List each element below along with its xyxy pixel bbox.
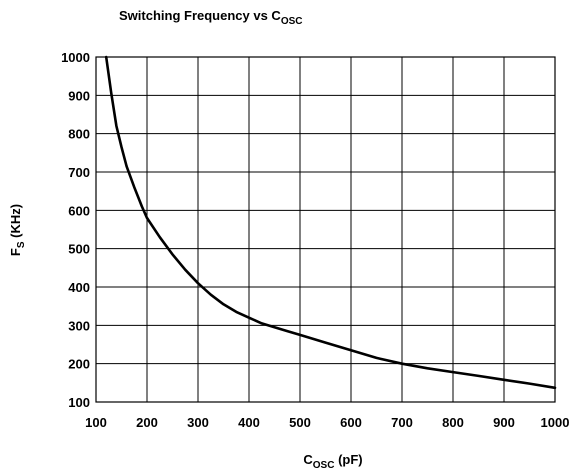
x-tick-label-4: 500 <box>289 415 311 430</box>
series-lines <box>106 57 555 388</box>
y-tick-label-1: 200 <box>68 357 90 372</box>
y-tick-label-8: 900 <box>68 88 90 103</box>
plot-frame <box>96 57 555 402</box>
chart-grid <box>96 57 555 402</box>
y-tick-label-3: 400 <box>68 280 90 295</box>
y-tick-label-4: 500 <box>68 242 90 257</box>
y-axis-label: FS (KHz) <box>8 204 27 256</box>
y-tick-label-5: 600 <box>68 203 90 218</box>
x-tick-label-3: 400 <box>238 415 260 430</box>
y-tick-label-0: 100 <box>68 395 90 410</box>
x-tick-label-0: 100 <box>85 415 107 430</box>
y-tick-labels: 100 200 300 400 500 600 700 800 900 1000 <box>61 50 90 410</box>
chart-title-subscript: OSC <box>281 16 303 27</box>
x-axis-label: COSC (pF) <box>303 452 362 471</box>
chart-title-text: Switching Frequency vs C <box>119 8 281 23</box>
series-line-0 <box>106 57 555 388</box>
x-tick-label-9: 1000 <box>541 415 570 430</box>
x-tick-label-8: 900 <box>493 415 515 430</box>
y-tick-label-7: 800 <box>68 127 90 142</box>
x-tick-label-2: 300 <box>187 415 209 430</box>
y-axis-label-unit: (KHz) <box>8 204 23 242</box>
x-tick-label-6: 700 <box>391 415 413 430</box>
x-tick-labels: 100 200 300 400 500 600 700 800 900 1000 <box>85 415 569 430</box>
y-tick-label-2: 300 <box>68 318 90 333</box>
x-tick-label-5: 600 <box>340 415 362 430</box>
x-tick-label-7: 800 <box>442 415 464 430</box>
chart-title: Switching Frequency vs COSC <box>119 8 303 27</box>
y-tick-label-9: 1000 <box>61 50 90 65</box>
x-axis-label-subscript: OSC <box>313 460 335 471</box>
x-axis-label-unit: (pF) <box>334 452 362 467</box>
x-tick-label-1: 200 <box>136 415 158 430</box>
y-tick-label-6: 700 <box>68 165 90 180</box>
y-axis-label-text: F <box>8 248 23 256</box>
